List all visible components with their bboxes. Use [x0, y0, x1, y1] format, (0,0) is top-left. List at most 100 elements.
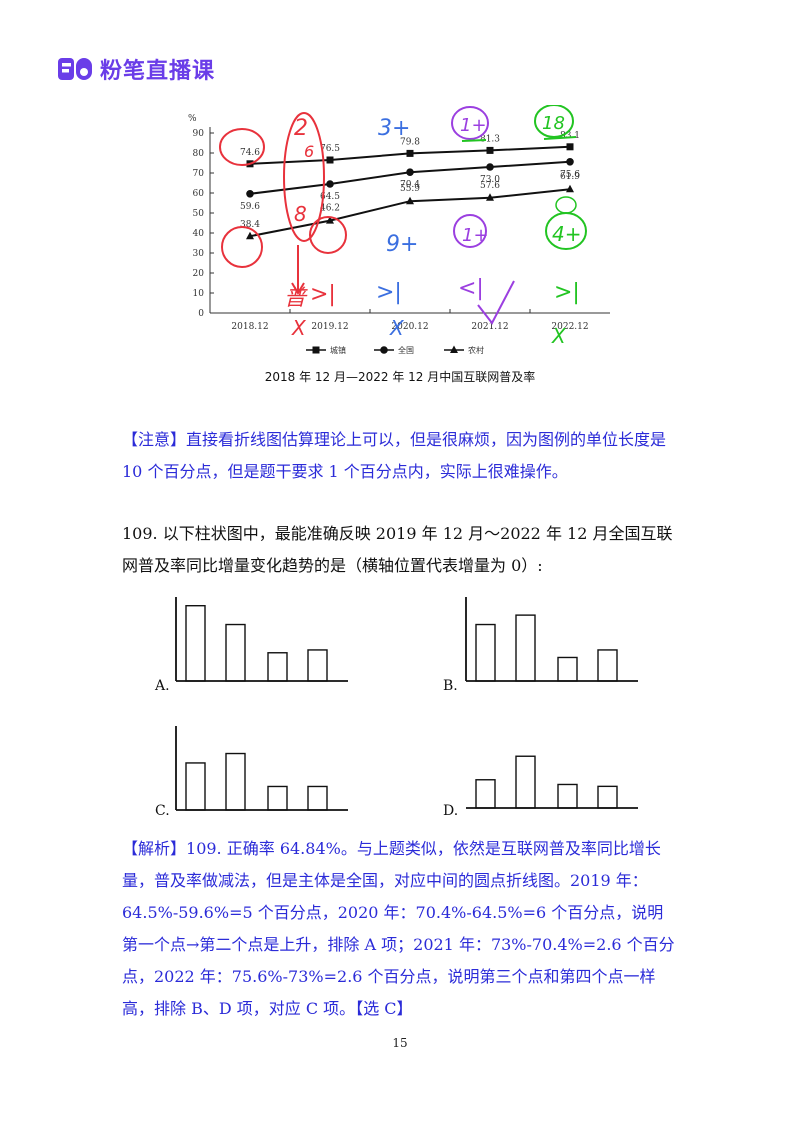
option-bar — [475, 779, 496, 809]
option-bar — [267, 652, 288, 682]
option-bar — [597, 785, 618, 809]
red-annotation-text: X — [291, 316, 307, 340]
option-a-bar-chart[interactable] — [172, 595, 352, 687]
data-point-square — [486, 146, 494, 154]
data-label: 76.5 — [320, 144, 340, 154]
y-tick-label: 60 — [193, 189, 205, 199]
data-point-triangle — [450, 345, 458, 353]
data-point-circle — [246, 190, 254, 198]
data-point-circle — [566, 158, 574, 166]
y-tick-label: 80 — [193, 149, 205, 159]
data-label: 64.5 — [320, 192, 340, 202]
blue-annotation-text: X — [389, 316, 405, 340]
purple-annotation-text: 1+ — [460, 115, 487, 136]
option-c-label[interactable]: C. — [155, 803, 170, 819]
green-underline-annotation — [461, 139, 487, 142]
question-text: 109. 以下柱状图中，最能准确反映 2019 年 12 月～2022 年 12… — [122, 524, 673, 575]
option-bar — [557, 783, 578, 809]
red-arrow-annotation — [291, 245, 305, 295]
option-bar — [515, 755, 536, 809]
red-annotation-text: 普 — [284, 286, 308, 311]
purple-annotation-text: 1+ — [462, 225, 489, 246]
x-tick-label: 2019.12 — [311, 322, 348, 332]
red-circle-annotation — [221, 226, 263, 268]
data-label: 79.8 — [400, 137, 420, 147]
data-label: 75.6 — [560, 170, 580, 180]
data-label: 83.1 — [560, 131, 580, 141]
analysis-answer: 【选 C】 — [355, 999, 413, 1018]
note-label: 【注意】 — [122, 430, 187, 449]
green-annotation-text: >| — [554, 280, 580, 305]
y-tick-label: 50 — [193, 209, 205, 219]
data-point-triangle — [326, 216, 334, 224]
data-point-triangle — [246, 231, 254, 240]
page-number: 15 — [392, 1036, 408, 1050]
analysis-paragraph: 【解析】109. 正确率 64.84%。与上题类似，依然是互联网普及率同比增长量… — [122, 833, 678, 1025]
purple-circle-annotation — [451, 106, 489, 140]
data-label: 59.6 — [240, 202, 260, 212]
data-point-square — [406, 149, 414, 157]
x-tick-label: 2018.12 — [231, 322, 268, 332]
logo-text: 粉笔直播课 — [100, 59, 216, 84]
purple-check-annotation — [477, 280, 515, 325]
data-label: 38.4 — [240, 220, 260, 230]
option-bar — [557, 656, 578, 682]
option-bar — [515, 614, 536, 682]
option-bar — [597, 649, 618, 682]
green-underline-annotation — [543, 136, 577, 140]
legend-label: 全国 — [398, 345, 414, 355]
data-label: 61.9 — [560, 172, 580, 182]
option-c-bar-chart[interactable] — [172, 724, 352, 816]
data-point-circle — [326, 180, 334, 188]
legend-label: 城镇 — [330, 345, 346, 355]
brand-logo: 粉笔直播课 — [58, 54, 215, 84]
internet-penetration-line-chart: % 0 10 20 30 40 50 60 70 80 90 2018.12 2019.12 2020.1… — [188, 105, 610, 384]
data-label: 57.6 — [480, 181, 500, 191]
option-bar — [307, 785, 328, 811]
data-label: 74.6 — [240, 148, 260, 158]
purple-annotation-text: <| — [458, 276, 484, 301]
analysis-label: 【解析】 — [122, 839, 187, 858]
y-tick-label: 0 — [198, 309, 204, 319]
y-axis-unit: % — [188, 114, 197, 124]
x-tick-label: 2021.12 — [471, 322, 508, 332]
data-point-square — [566, 143, 574, 151]
note-paragraph: 【注意】直接看折线图估算理论上可以，但是很麻烦，因为图例的单位长度是 10 个百… — [122, 424, 678, 488]
green-annotation-text: 18 — [542, 113, 565, 134]
data-point-triangle — [406, 196, 414, 205]
option-d-bar-chart[interactable] — [462, 722, 642, 814]
data-label: 81.3 — [480, 134, 500, 144]
y-tick-label: 90 — [193, 129, 205, 139]
option-b-label[interactable]: B. — [443, 678, 458, 694]
option-bar — [307, 649, 328, 682]
green-circle-annotation — [555, 196, 577, 214]
option-bar — [475, 623, 496, 682]
green-circle-annotation — [534, 105, 574, 138]
legend-label: 农村 — [468, 345, 484, 355]
fenbi-logo-icon — [58, 58, 92, 80]
y-tick-label: 20 — [193, 269, 205, 279]
data-point-circle — [486, 163, 494, 171]
analysis-text: 109. 正确率 64.84%。与上题类似，依然是互联网普及率同比增长量，普及率… — [122, 839, 675, 1018]
option-bar — [225, 752, 246, 811]
option-bar — [267, 785, 288, 811]
data-label: 46.2 — [320, 204, 340, 214]
green-annotation-text: X — [551, 324, 567, 348]
data-point-square — [312, 346, 320, 354]
y-tick-label: 70 — [193, 169, 205, 179]
option-a-label[interactable]: A. — [155, 678, 170, 694]
blue-annotation-text: 9+ — [386, 232, 418, 257]
option-bar — [185, 605, 206, 682]
y-tick-label: 10 — [193, 289, 205, 299]
data-label: 55.9 — [400, 184, 420, 194]
x-tick-label: 2022.12 — [551, 322, 588, 332]
red-oval-annotation — [283, 112, 325, 242]
option-b-bar-chart[interactable] — [462, 595, 642, 687]
red-annotation-text: 8 — [294, 202, 307, 226]
red-circle-annotation — [219, 128, 265, 166]
option-d-label[interactable]: D. — [443, 803, 459, 819]
note-text: 直接看折线图估算理论上可以，但是很麻烦，因为图例的单位长度是 10 个百分点，但… — [122, 430, 667, 481]
x-tick-label: 2020.12 — [391, 322, 428, 332]
green-annotation-text: 4+ — [552, 222, 581, 246]
y-tick-label: 40 — [193, 229, 205, 239]
